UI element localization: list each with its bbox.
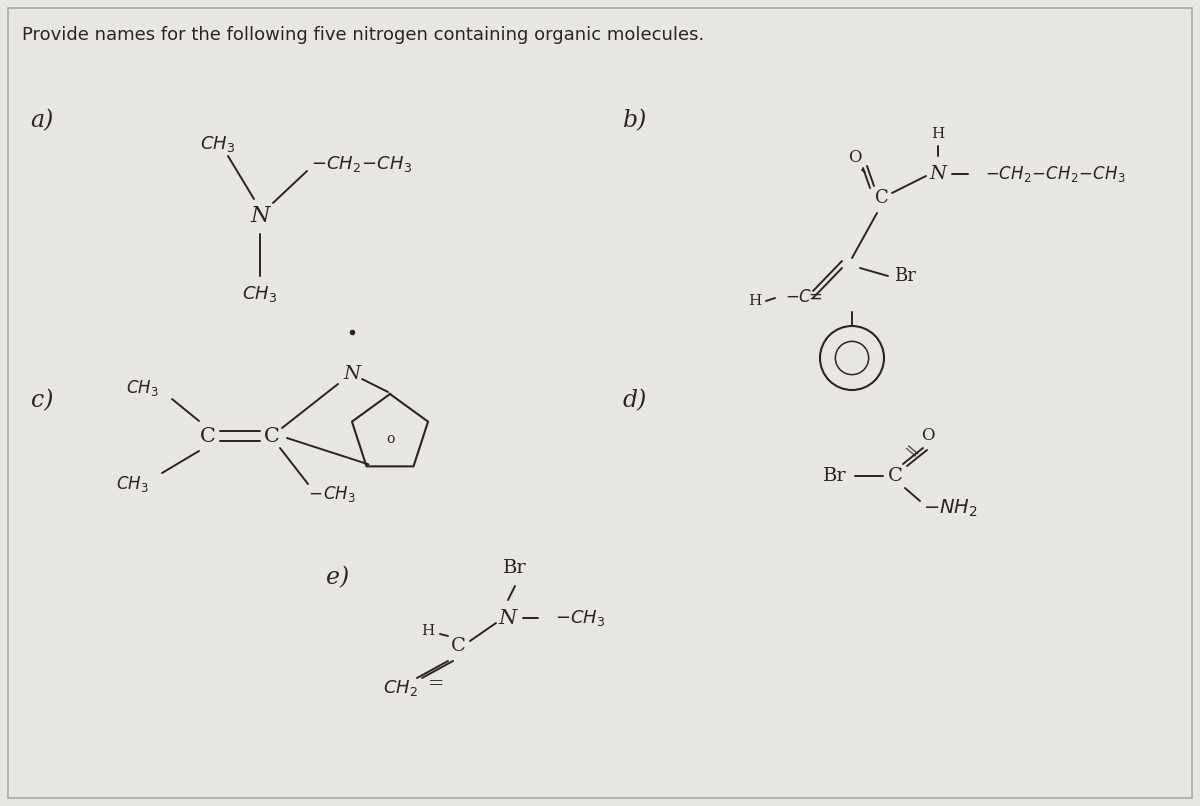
Text: $CH_3$: $CH_3$ (126, 378, 158, 398)
Text: Provide names for the following five nitrogen containing organic molecules.: Provide names for the following five nit… (22, 26, 704, 44)
Text: O: O (922, 427, 935, 444)
Text: $-C\!\!=\!\!$: $-C\!\!=\!\!$ (785, 289, 822, 306)
Text: d): d) (623, 389, 647, 413)
Text: H: H (421, 624, 434, 638)
Text: N: N (343, 365, 360, 383)
Text: C: C (200, 426, 216, 446)
Text: Br: Br (503, 559, 527, 577)
Text: H: H (931, 127, 944, 141)
Text: O: O (848, 149, 862, 167)
Text: $CH_3$: $CH_3$ (200, 134, 235, 154)
Text: N: N (251, 205, 270, 227)
Text: Br: Br (894, 267, 916, 285)
Text: $CH_3$: $CH_3$ (115, 474, 149, 494)
Text: $-CH_2\!-\!CH_2\!-\!CH_3$: $-CH_2\!-\!CH_2\!-\!CH_3$ (985, 164, 1126, 184)
Text: $CH_2$: $CH_2$ (383, 678, 418, 698)
Text: c): c) (31, 389, 53, 413)
Text: C: C (450, 637, 466, 655)
Text: e): e) (326, 567, 349, 589)
Text: o: o (386, 432, 394, 446)
Text: $-CH_2\!-\!CH_3$: $-CH_2\!-\!CH_3$ (312, 154, 413, 174)
Text: =: = (427, 675, 444, 693)
Text: $\!-\!CH_3$: $\!-\!CH_3$ (308, 484, 355, 504)
Text: $-CH_3$: $-CH_3$ (554, 608, 605, 628)
Text: a): a) (30, 110, 54, 132)
Text: $-NH_2$: $-NH_2$ (923, 497, 978, 518)
Text: $CH_3$: $CH_3$ (242, 284, 277, 304)
Text: C: C (888, 467, 902, 485)
Text: Br: Br (823, 467, 847, 485)
Text: N: N (930, 165, 947, 183)
Text: C: C (875, 189, 889, 207)
Text: C: C (264, 426, 280, 446)
Text: ||: || (905, 442, 919, 458)
Text: b): b) (623, 110, 647, 132)
Text: N: N (499, 609, 517, 628)
Text: H: H (749, 294, 762, 308)
